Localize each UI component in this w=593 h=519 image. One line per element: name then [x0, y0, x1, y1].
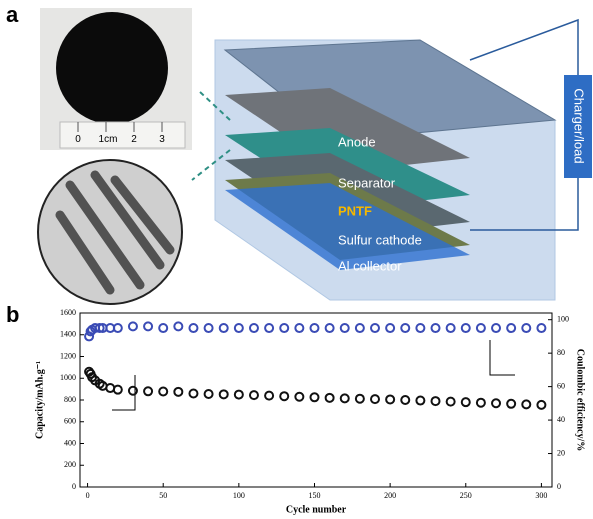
data-point — [295, 393, 303, 401]
ruler-label: 3 — [159, 134, 165, 145]
y-axis-label: Capacity/mAh.g⁻¹ — [34, 361, 45, 439]
data-point — [159, 388, 167, 396]
y-tick-label: 1000 — [60, 373, 76, 382]
data-point — [507, 400, 515, 408]
y2-axis-label: Coulombic efficiency/% — [575, 349, 586, 451]
x-tick-label: 50 — [159, 491, 167, 500]
data-point — [220, 390, 228, 398]
x-tick-label: 250 — [460, 491, 472, 500]
layer-label: PNTF — [338, 203, 372, 218]
y2-tick-label: 100 — [557, 315, 569, 324]
data-point — [522, 400, 530, 408]
data-point — [189, 389, 197, 397]
data-point — [522, 324, 530, 332]
data-point — [386, 324, 394, 332]
charger-label: Charger/load — [572, 88, 587, 163]
panel-label: b — [6, 302, 19, 327]
data-point — [356, 324, 364, 332]
layer-label: Al collector — [338, 258, 402, 273]
data-point — [235, 391, 243, 399]
data-point — [310, 393, 318, 401]
figure: a 0 1cm 2 3 Anode Separator PNTF Sulfur … — [0, 0, 593, 519]
y2-tick-label: 80 — [557, 348, 565, 357]
y-tick-label: 600 — [64, 417, 76, 426]
panel-label: a — [6, 2, 19, 27]
ruler-label: 0 — [75, 134, 81, 145]
y-tick-label: 400 — [64, 438, 76, 447]
data-point — [462, 398, 470, 406]
ruler-label: 1cm — [99, 134, 118, 145]
y-tick-label: 800 — [64, 395, 76, 404]
y2-tick-label: 60 — [557, 381, 565, 390]
data-point — [265, 324, 273, 332]
x-tick-label: 200 — [384, 491, 396, 500]
data-point — [447, 324, 455, 332]
ruler-label: 2 — [131, 134, 137, 145]
data-point — [129, 387, 137, 395]
data-point — [341, 324, 349, 332]
data-point — [432, 397, 440, 405]
y-tick-label: 1400 — [60, 330, 76, 339]
data-point — [265, 392, 273, 400]
data-point — [432, 324, 440, 332]
data-point — [280, 392, 288, 400]
data-point — [144, 387, 152, 395]
data-point — [507, 324, 515, 332]
layer-label: Sulfur cathode — [338, 232, 422, 247]
data-point — [447, 398, 455, 406]
data-point — [250, 324, 258, 332]
data-point — [371, 324, 379, 332]
data-point — [250, 391, 258, 399]
y-tick-label: 1200 — [60, 351, 76, 360]
data-point — [295, 324, 303, 332]
layer-label: Separator — [338, 175, 396, 190]
y-tick-label: 200 — [64, 460, 76, 469]
data-point — [356, 395, 364, 403]
data-point — [416, 397, 424, 405]
data-point — [462, 324, 470, 332]
data-point — [386, 395, 394, 403]
y-tick-label: 0 — [72, 482, 76, 491]
data-point — [492, 399, 500, 407]
data-point — [205, 324, 213, 332]
data-point — [174, 322, 182, 330]
x-tick-label: 100 — [233, 491, 245, 500]
data-point — [326, 324, 334, 332]
data-point — [235, 324, 243, 332]
layer-label: Anode — [338, 134, 376, 149]
electrode-disc — [56, 12, 168, 124]
data-point — [114, 386, 122, 394]
data-point — [371, 395, 379, 403]
data-point — [280, 324, 288, 332]
data-point — [537, 324, 545, 332]
y-tick-label: 1600 — [60, 308, 76, 317]
data-point — [220, 324, 228, 332]
x-tick-label: 0 — [86, 491, 90, 500]
data-point — [189, 324, 197, 332]
data-point — [537, 401, 545, 409]
x-tick-label: 150 — [308, 491, 320, 500]
data-point — [477, 399, 485, 407]
data-point — [492, 324, 500, 332]
data-point — [310, 324, 318, 332]
x-tick-label: 300 — [535, 491, 547, 500]
data-point — [174, 388, 182, 396]
data-point — [341, 394, 349, 402]
data-point — [144, 322, 152, 330]
data-point — [326, 394, 334, 402]
data-point — [129, 322, 137, 330]
data-point — [401, 396, 409, 404]
data-point — [159, 324, 167, 332]
x-axis-label: Cycle number — [286, 504, 347, 515]
y2-tick-label: 40 — [557, 415, 565, 424]
y2-tick-label: 20 — [557, 448, 565, 457]
data-point — [401, 324, 409, 332]
y2-tick-label: 0 — [557, 482, 561, 491]
data-point — [477, 324, 485, 332]
data-point — [205, 390, 213, 398]
data-point — [416, 324, 424, 332]
